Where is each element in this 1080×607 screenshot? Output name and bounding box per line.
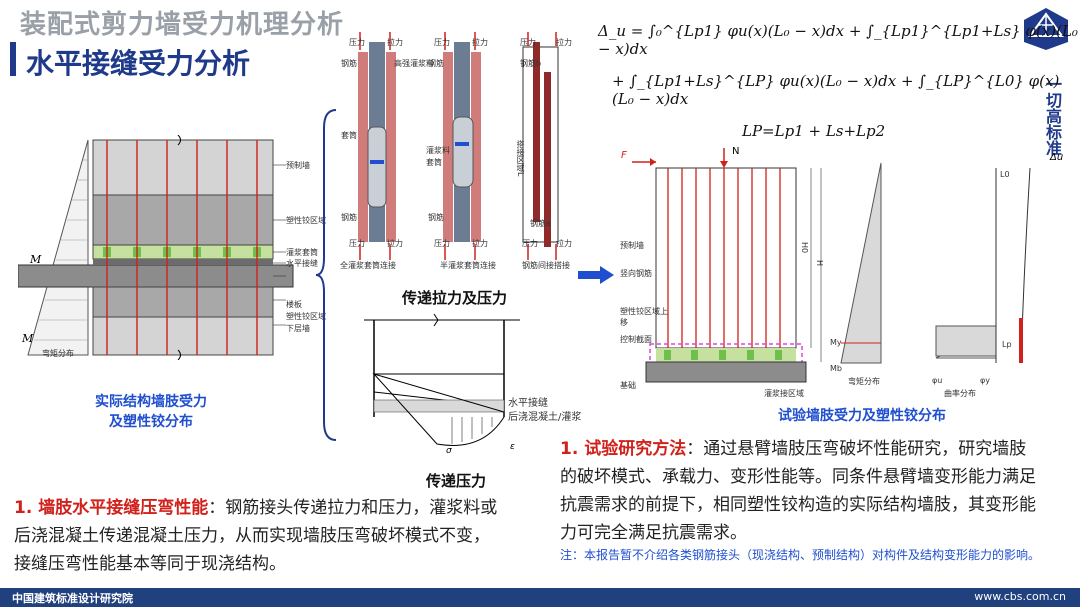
left-caption: 实际结构墙肢受力 及塑性铰分布 bbox=[66, 392, 236, 432]
tension-caption: 传递拉力及压力 bbox=[402, 289, 508, 307]
logo-side-text: 一切高标准 bbox=[1043, 76, 1062, 156]
conn2-name: 半灌浆套筒连接 bbox=[440, 261, 496, 270]
formula-delta-u-cont: + ∫_{Lp1+Ls}^{LP} φu(x)(L₀ − x)dx + ∫_{L… bbox=[612, 72, 1060, 108]
moment-My-label: My bbox=[830, 338, 842, 347]
conn1-side-1: 高强灌浆料 bbox=[394, 59, 434, 68]
conn1-bot-tens: 拉力 bbox=[387, 239, 403, 248]
conn1-side-3: 钢筋 bbox=[341, 213, 357, 222]
stress-label-1: 水平接缝 bbox=[508, 398, 548, 409]
curv-phiu-label: φu bbox=[932, 376, 943, 385]
Lp-label: Lp bbox=[1002, 340, 1012, 349]
conn2-bot-tens: 拉力 bbox=[472, 239, 488, 248]
stress-diagram bbox=[364, 313, 520, 446]
conn3-bot-press: 压力 bbox=[522, 239, 538, 248]
para-right-text: ：通过悬臂墙肢压弯破坏性能研究，研究墙肢的破坏模式、承载力、变形性能等。同条件悬… bbox=[560, 439, 1036, 543]
page-subtitle: 水平接缝受力分析 bbox=[26, 47, 251, 80]
cbs-logo-icon bbox=[1024, 8, 1068, 50]
group-bracket bbox=[315, 109, 337, 441]
para-left-text: ：钢筋接头传递拉力和压力，灌浆料或后浇混凝土传递混凝土压力，从而实现墙肢压弯破坏… bbox=[14, 498, 498, 574]
conn2-top-press: 压力 bbox=[434, 38, 450, 47]
left-caption-line2: 及塑性铰分布 bbox=[109, 414, 193, 430]
delta-u-label: Δu bbox=[1050, 152, 1064, 163]
test-label-3: 控制截面 bbox=[620, 335, 652, 344]
formula-lp: LP=Lp1 + Ls+Lp2 bbox=[742, 122, 886, 140]
conn1-top-tens: 拉力 bbox=[387, 38, 403, 47]
title-accent-bar bbox=[10, 42, 16, 76]
compression-caption: 传递压力 bbox=[426, 472, 487, 490]
left-label-6: 下层墙 bbox=[286, 324, 310, 333]
conn3-top-press: 压力 bbox=[520, 38, 536, 47]
footer-bar bbox=[0, 588, 1080, 607]
footer-url[interactable]: www.cbs.com.cn bbox=[974, 590, 1066, 603]
left-label-2: 灌浆套筒 bbox=[286, 248, 318, 257]
left-label-3: 水平接缝 bbox=[286, 259, 318, 268]
conn1-top-press: 压力 bbox=[349, 38, 365, 47]
conn3-side-1: 搭接区域L bbox=[516, 140, 525, 177]
conn3-side-2: 钢筋a bbox=[530, 219, 551, 228]
footer-org: 中国建筑标准设计研究院 bbox=[12, 592, 133, 605]
left-label-1: 塑性铰区域 bbox=[286, 216, 326, 225]
conn1-side-2: 套筒 bbox=[341, 131, 357, 140]
conn2-bot-press: 压力 bbox=[434, 239, 450, 248]
sigma-label: σ bbox=[446, 446, 452, 456]
actual-wall-diagram bbox=[18, 135, 294, 360]
force-N-label: N bbox=[732, 146, 740, 157]
test-wall-diagram bbox=[632, 148, 1031, 383]
conn1-side-0: 钢筋 bbox=[341, 59, 357, 68]
conn1-bot-press: 压力 bbox=[349, 239, 365, 248]
connector-diagrams bbox=[358, 32, 559, 260]
moment-label: M bbox=[30, 253, 42, 266]
formula-delta-u: Δ_u = ∫₀^{Lp1} φu(x)(L₀ − x)dx + ∫_{Lp1}… bbox=[598, 22, 1078, 58]
para-left-lead: 墙肢水平接缝压弯性能 bbox=[38, 498, 209, 518]
force-F-label: F bbox=[621, 150, 627, 161]
conn3-bot-tens: 拉力 bbox=[556, 239, 572, 248]
curv-dist-label: 曲率分布 bbox=[944, 389, 976, 398]
test-label-1: 竖向钢筋 bbox=[620, 269, 652, 278]
paragraph-left: 1. 墙肢水平接缝压弯性能：钢筋接头传递拉力和压力，灌浆料或后浇混凝土传递混凝土… bbox=[14, 494, 506, 578]
left-label-4: 楼板 bbox=[286, 300, 302, 309]
page-title: 装配式剪力墙受力机理分析 bbox=[20, 10, 345, 40]
conn1-name: 全灌浆套筒连接 bbox=[340, 261, 396, 270]
conn3-name: 钢筋间接搭接 bbox=[522, 261, 570, 270]
conn2-top-tens: 拉力 bbox=[472, 38, 488, 47]
moment-distribution-label: 弯矩分布 bbox=[42, 349, 74, 358]
conn2-side-0: 钢筋 bbox=[428, 59, 444, 68]
stress-label-2: 后浇混凝土/灌浆 bbox=[508, 412, 582, 423]
L0-label: L0 bbox=[1000, 170, 1010, 179]
test-label-0: 预制墙 bbox=[620, 241, 644, 250]
moment-label-2: M bbox=[22, 332, 34, 345]
left-caption-line1: 实际结构墙肢受力 bbox=[95, 394, 207, 410]
epsilon-label: ε bbox=[510, 442, 515, 452]
conn2-side-1: 灌浆料 bbox=[426, 146, 450, 155]
moment-Mb-label: Mb bbox=[830, 364, 842, 373]
paragraph-right: 1. 试验研究方法：通过悬臂墙肢压弯破坏性能研究，研究墙肢的破坏模式、承载力、变… bbox=[560, 435, 1040, 547]
H0-label: H0 bbox=[800, 242, 809, 254]
para-right-lead: 试验研究方法 bbox=[584, 439, 687, 459]
conn2-side-2: 套筒 bbox=[426, 158, 442, 167]
test-label-4: 基础 bbox=[620, 381, 636, 390]
right-arrow-icon bbox=[578, 266, 614, 284]
para-right-num: 1. bbox=[560, 439, 585, 459]
conn3-side-0: 钢筋b bbox=[520, 59, 542, 68]
curv-phiy-label: φy bbox=[980, 376, 991, 385]
test-label-5: 灌浆接区域 bbox=[764, 389, 804, 398]
left-label-5: 塑性铰区域 bbox=[286, 312, 326, 321]
test-label-2: 塑性铰区域上移 bbox=[620, 307, 668, 327]
para-left-num: 1. bbox=[14, 498, 39, 518]
moment-dist-label: 弯矩分布 bbox=[848, 377, 880, 386]
H-label: H bbox=[815, 260, 824, 267]
report-note: 注：本报告暂不介绍各类钢筋接头（现浇结构、预制结构）对构件及结构变形能力的影响。 bbox=[560, 548, 1041, 562]
test-caption: 试验墙肢受力及塑性铰分布 bbox=[778, 408, 946, 424]
conn3-top-tens: 拉力 bbox=[556, 38, 572, 47]
conn2-side-3: 钢筋 bbox=[428, 213, 444, 222]
left-label-0: 预制墙 bbox=[286, 161, 310, 170]
